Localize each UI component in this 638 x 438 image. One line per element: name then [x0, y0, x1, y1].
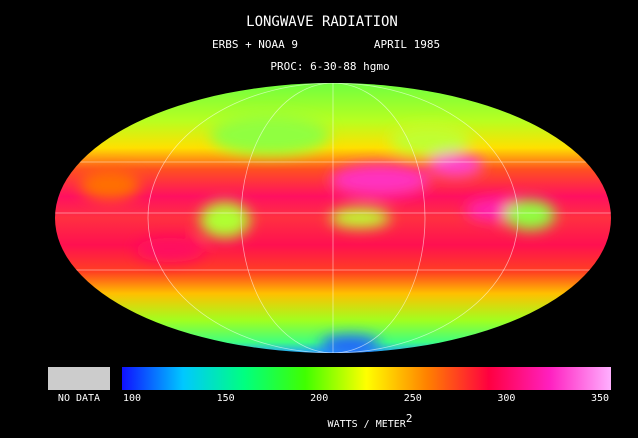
unit: WATTS / METER [328, 419, 407, 430]
colorbar-tick-label: 250 [404, 393, 422, 404]
satellites: ERBS + NOAA 9 [212, 38, 298, 51]
colorbar [122, 367, 611, 390]
title: LONGWAVE RADIATION [246, 14, 398, 30]
date: APRIL 1985 [374, 38, 440, 51]
no-data-swatch [48, 367, 110, 390]
globe [55, 83, 611, 353]
colorbar-tick-label: 300 [497, 393, 515, 404]
unit-power: 2 [406, 412, 413, 425]
no-data-label: NO DATA [58, 393, 100, 404]
colorbar-tick-label: 350 [591, 393, 609, 404]
colorbar-tick-label: 200 [310, 393, 328, 404]
colorbar-tick-label: 100 [123, 393, 141, 404]
unit-label: WATTS / METER2 [328, 412, 413, 430]
processed: PROC: 6-30-88 hgmo [270, 60, 389, 73]
colorbar-tick-label: 150 [217, 393, 235, 404]
